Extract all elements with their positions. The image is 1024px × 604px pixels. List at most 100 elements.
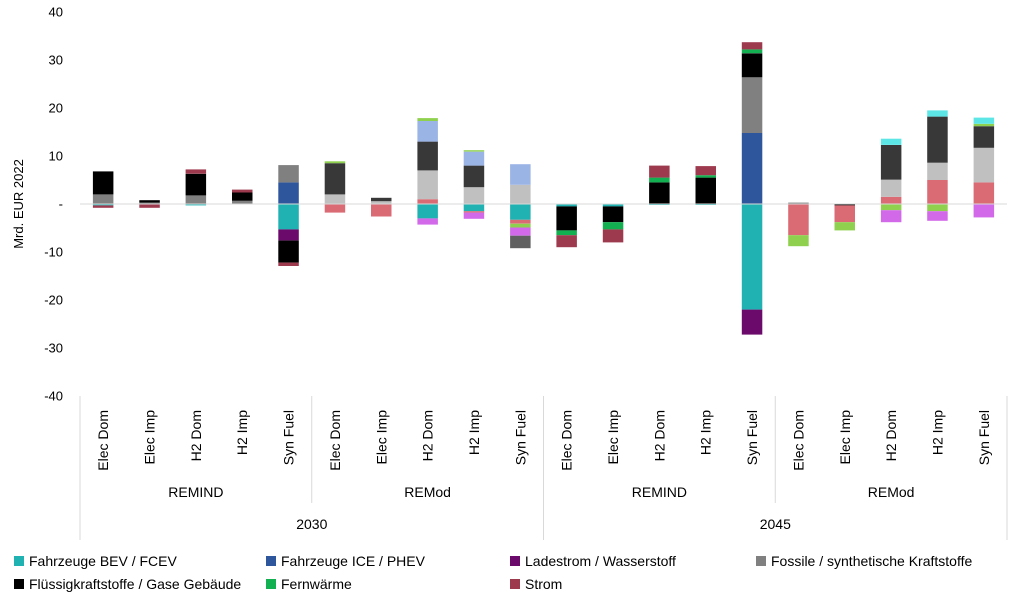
bar-segment bbox=[510, 204, 531, 220]
y-tick-label: 20 bbox=[49, 101, 63, 116]
legend-label: Fahrzeuge ICE / PHEV bbox=[281, 553, 426, 569]
x-tick-label: Elec Imp bbox=[605, 410, 621, 465]
bar-segment bbox=[371, 197, 392, 202]
x-tick-label: Syn Fuel bbox=[512, 410, 528, 465]
bar-segment bbox=[973, 126, 995, 148]
bar-segment bbox=[278, 204, 299, 230]
bar-segment bbox=[556, 204, 577, 207]
bar-segment bbox=[278, 229, 299, 241]
x-tick-label: H2 Dom bbox=[420, 410, 436, 461]
bar-segment bbox=[973, 204, 995, 218]
bar-segment bbox=[880, 145, 902, 180]
bar-segment bbox=[556, 206, 577, 231]
super-group-label: 2045 bbox=[760, 516, 791, 532]
x-tick-label: Elec Dom bbox=[790, 410, 806, 471]
group-label: REMod bbox=[404, 484, 451, 500]
bar-segment bbox=[602, 229, 624, 243]
legend-swatch bbox=[510, 556, 520, 566]
y-tick-label: 30 bbox=[49, 53, 63, 68]
bar-segment bbox=[463, 165, 485, 188]
plot-area bbox=[80, 42, 1007, 335]
bar-segment bbox=[232, 192, 253, 201]
bar-segment bbox=[92, 171, 114, 195]
bar-segment bbox=[278, 182, 299, 204]
bar-segment bbox=[834, 205, 855, 223]
bar-segment bbox=[463, 204, 485, 212]
bar-segment bbox=[927, 116, 948, 163]
bar-segment bbox=[185, 169, 207, 174]
x-tick-label: Elec Imp bbox=[837, 410, 853, 465]
bar-segment bbox=[741, 204, 763, 310]
y-tick-label: 10 bbox=[49, 149, 63, 164]
bar-segment bbox=[463, 151, 485, 166]
bar-segment bbox=[880, 204, 902, 211]
x-tick-label: Elec Dom bbox=[559, 410, 575, 471]
legend-item: Strom bbox=[510, 576, 562, 592]
legend-label: Fahrzeuge BEV / FCEV bbox=[29, 553, 178, 569]
y-tick-label: - bbox=[59, 197, 63, 212]
bar-segment bbox=[463, 150, 485, 152]
bar-segment bbox=[185, 195, 207, 204]
x-tick-label: H2 Dom bbox=[651, 410, 667, 461]
bar-segment bbox=[927, 180, 948, 204]
legend-item: Fahrzeuge ICE / PHEV bbox=[266, 553, 426, 569]
bar-segment bbox=[463, 187, 485, 204]
group-label: REMod bbox=[868, 484, 915, 500]
x-tick-label: Syn Fuel bbox=[281, 410, 297, 465]
bar-segment bbox=[463, 211, 485, 213]
bar-segment bbox=[788, 235, 809, 247]
bar-segment bbox=[880, 196, 902, 204]
bar-segment bbox=[741, 309, 763, 335]
bar-segment bbox=[510, 184, 531, 204]
x-tick-label: Elec Imp bbox=[142, 410, 158, 465]
bar-segment bbox=[417, 121, 438, 142]
y-axis-label: Mrd. EUR 2022 bbox=[11, 159, 26, 249]
bar-segment bbox=[278, 240, 299, 263]
bar-segment bbox=[185, 173, 207, 196]
bar-segment bbox=[788, 202, 809, 204]
y-tick-label: -20 bbox=[44, 293, 63, 308]
bar-segment bbox=[741, 77, 763, 133]
legend: Fahrzeuge BEV / FCEV Fahrzeuge ICE / PHEV… bbox=[14, 553, 972, 592]
x-tick-label: H2 Dom bbox=[883, 410, 899, 461]
bar-segment bbox=[741, 53, 763, 78]
x-tick-label: Elec Imp bbox=[373, 410, 389, 465]
bar-segment bbox=[278, 262, 299, 266]
legend-item: Flüssigkraftstoffe / Gase Gebäude bbox=[14, 576, 241, 592]
bar-segment bbox=[324, 204, 346, 213]
x-tick-label: H2 Imp bbox=[698, 410, 714, 455]
bar-segment bbox=[556, 235, 577, 248]
bar-segment bbox=[556, 230, 577, 236]
bar-segment bbox=[232, 189, 253, 193]
legend-swatch bbox=[756, 556, 766, 566]
bar-segment bbox=[927, 211, 948, 221]
bar-segment bbox=[880, 179, 902, 197]
group-label: REMIND bbox=[168, 484, 223, 500]
bar-segment bbox=[880, 210, 902, 223]
bar-segment bbox=[417, 170, 438, 200]
legend-item: Fernwärme bbox=[266, 576, 352, 592]
bar-segment bbox=[92, 194, 114, 204]
bar-segment bbox=[741, 49, 763, 54]
bar-segment bbox=[741, 42, 763, 50]
bar-segment bbox=[278, 165, 299, 183]
bar-segment bbox=[324, 161, 346, 164]
bar-segment bbox=[510, 235, 531, 249]
x-tick-label: H2 Imp bbox=[930, 410, 946, 455]
bar-segment bbox=[927, 204, 948, 212]
bar-segment bbox=[417, 218, 438, 225]
x-tick-label: Syn Fuel bbox=[976, 410, 992, 465]
bar-segment bbox=[324, 194, 346, 204]
bar-segment bbox=[510, 219, 531, 224]
legend-swatch bbox=[510, 579, 520, 589]
x-tick-label: Syn Fuel bbox=[744, 410, 760, 465]
bar-segment bbox=[417, 199, 438, 204]
legend-item: Fahrzeuge BEV / FCEV bbox=[14, 553, 178, 569]
legend-label: Fernwärme bbox=[281, 576, 352, 592]
legend-swatch bbox=[14, 579, 24, 589]
bar-segment bbox=[602, 204, 624, 207]
legend-label: Fossile / synthetische Kraftstoffe bbox=[771, 553, 972, 569]
bar-segment bbox=[741, 133, 763, 204]
